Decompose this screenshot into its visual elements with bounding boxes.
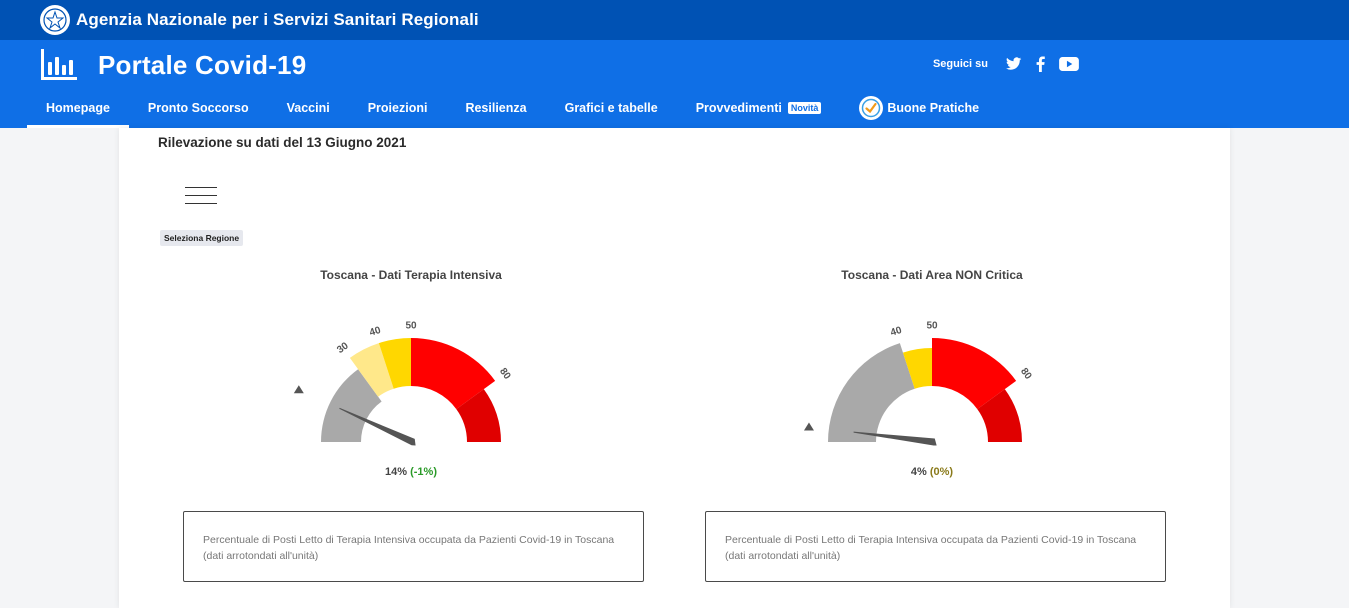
nav-label: Homepage bbox=[46, 101, 110, 115]
gauge-band bbox=[977, 389, 1022, 442]
nav-label: Resilienza bbox=[465, 101, 527, 115]
follow-label: Seguici su bbox=[932, 58, 988, 70]
content-card: Rilevazione su dati del 13 Giugno 2021 S… bbox=[119, 128, 1230, 608]
gauge-band bbox=[378, 338, 411, 389]
gauge-tick-label: 80 bbox=[1018, 366, 1034, 382]
new-badge: Novità bbox=[787, 102, 822, 114]
gauge-title: Toscana - Dati Area NON Critica bbox=[841, 268, 1023, 282]
gauge-tick-label: 50 bbox=[405, 321, 417, 332]
portal-brand[interactable]: Portale Covid-19 bbox=[40, 48, 306, 82]
gauge-band bbox=[456, 389, 501, 442]
checkmark-badge-icon bbox=[859, 96, 884, 120]
nav-homepage[interactable]: Homepage bbox=[27, 88, 129, 128]
main-nav: Homepage Pronto Soccorso Vaccini Proiezi… bbox=[27, 88, 998, 128]
gauge-value: 4% (0%) bbox=[702, 466, 1162, 478]
description-box: Percentuale di Posti Letto di Terapia In… bbox=[705, 511, 1166, 582]
nav-pronto-soccorso[interactable]: Pronto Soccorso bbox=[129, 88, 268, 128]
gauge-title: Toscana - Dati Terapia Intensiva bbox=[320, 268, 502, 282]
delta-text: (0%) bbox=[929, 466, 954, 478]
gauge-chart: 30 40 50 80 bbox=[293, 321, 513, 446]
description-box: Percentuale di Posti Letto di Terapia In… bbox=[183, 511, 644, 582]
youtube-icon[interactable] bbox=[1059, 57, 1079, 71]
gauge-tick-label: 40 bbox=[889, 325, 903, 339]
gauge-non-critical-area: Toscana - Dati Area NON Critica 40 50 80 4… bbox=[702, 268, 1162, 478]
italian-republic-emblem-icon bbox=[40, 5, 70, 35]
nav-label: Provvedimenti bbox=[695, 101, 782, 115]
bar-chart-logo-icon bbox=[41, 49, 77, 80]
nav-buone-pratiche[interactable]: Buone Pratiche bbox=[840, 88, 998, 128]
select-region-button[interactable]: Seleziona Regione bbox=[160, 230, 244, 246]
value-text: 4% bbox=[910, 466, 927, 478]
nav-resilienza[interactable]: Resilienza bbox=[446, 88, 545, 128]
nav-label: Vaccini bbox=[286, 101, 330, 115]
nav-label: Buone Pratiche bbox=[887, 101, 980, 115]
top-bar: Agenzia Nazionale per i Servizi Sanitari… bbox=[0, 0, 1349, 40]
gauge-tick-label: 40 bbox=[368, 325, 382, 339]
gauge-band bbox=[349, 343, 394, 397]
description-text: Percentuale di Posti Letto di Terapia In… bbox=[725, 534, 1137, 562]
gauge-band bbox=[411, 338, 496, 410]
gauge-intensive-care: Toscana - Dati Terapia Intensiva 30 40 50 8… bbox=[181, 268, 641, 478]
portal-title: Portale Covid-19 bbox=[98, 49, 307, 80]
gauge-tick-label: 30 bbox=[335, 340, 351, 356]
gauge-needle bbox=[853, 431, 937, 446]
gauge-value: 14% (-1%) bbox=[181, 466, 641, 478]
gauge-marker-icon bbox=[293, 385, 304, 394]
facebook-icon[interactable] bbox=[1036, 56, 1045, 72]
gauge-marker-icon bbox=[803, 422, 814, 431]
nav-vaccini[interactable]: Vaccini bbox=[268, 88, 349, 128]
gauge-band bbox=[932, 338, 1017, 410]
value-text: 14% bbox=[385, 466, 408, 478]
nav-proiezioni[interactable]: Proiezioni bbox=[349, 88, 447, 128]
nav-label: Grafici e tabelle bbox=[564, 101, 658, 115]
nav-label: Proiezioni bbox=[367, 101, 428, 115]
gauge-band bbox=[828, 343, 915, 442]
gauge-chart: 40 50 80 bbox=[803, 321, 1034, 446]
gauge-tick-label: 80 bbox=[497, 366, 513, 382]
nav-grafici-tabelle[interactable]: Grafici e tabelle bbox=[546, 88, 677, 128]
nav-label: Pronto Soccorso bbox=[147, 101, 249, 115]
agency-name[interactable]: Agenzia Nazionale per i Servizi Sanitari… bbox=[76, 10, 479, 29]
twitter-icon[interactable] bbox=[1006, 57, 1022, 71]
gauge-band bbox=[321, 369, 382, 442]
delta-text: (-1%) bbox=[410, 466, 437, 478]
hamburger-menu-icon[interactable] bbox=[185, 187, 217, 205]
nav-provvedimenti[interactable]: Provvedimenti Novità bbox=[677, 88, 841, 128]
social-links: Seguici su bbox=[933, 56, 1079, 72]
gauge-tick-label: 50 bbox=[926, 321, 938, 332]
survey-date-title: Rilevazione su dati del 13 Giugno 2021 bbox=[158, 135, 407, 150]
gauge-band bbox=[902, 348, 932, 389]
header: Portale Covid-19 Seguici su Homepage Pro… bbox=[0, 40, 1349, 128]
description-text: Percentuale di Posti Letto di Terapia In… bbox=[203, 534, 615, 562]
gauge-needle bbox=[339, 407, 416, 446]
